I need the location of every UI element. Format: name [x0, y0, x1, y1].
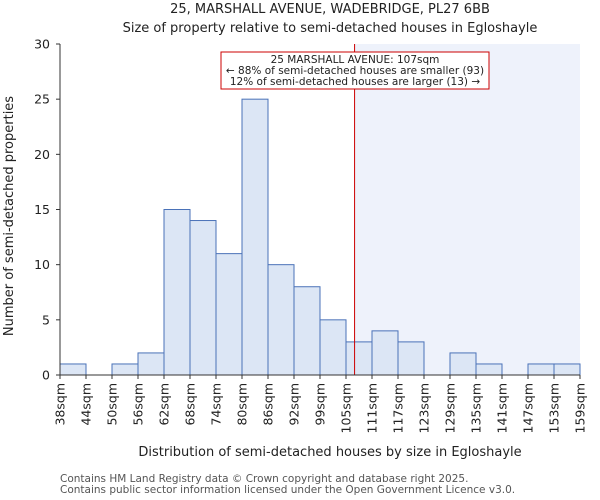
bar-105sqm: [345, 341, 373, 376]
bar-135sqm: [475, 363, 503, 376]
x-tick-label: 147sqm: [521, 383, 536, 433]
x-tick-label: 50sqm: [105, 383, 120, 426]
bar-68sqm: [189, 220, 217, 376]
footer-line-1: Contains HM Land Registry data © Crown c…: [60, 473, 469, 485]
x-tick-label: 129sqm: [443, 383, 458, 433]
bar-80sqm: [241, 98, 269, 376]
y-axis-label: Number of semi-detached properties: [2, 96, 17, 336]
x-tick-label: 44sqm: [79, 383, 94, 426]
x-tick-label: 159sqm: [573, 383, 588, 433]
x-axis-label: Distribution of semi-detached houses by …: [138, 445, 521, 460]
bar-99sqm: [319, 319, 347, 376]
annotation-line-1: 25 MARSHALL AVENUE: 107sqm: [271, 54, 440, 66]
larger-region-highlight: [354, 44, 580, 375]
annotation-frame: [220, 51, 490, 90]
bar-74sqm: [215, 253, 243, 376]
x-ticks: 38sqm 44sqm 50sqm 56sqm 62sqm 68sqm 74sqm 80sqm…: [53, 375, 588, 433]
y-tick-label: 15: [34, 202, 50, 217]
bar-56sqm: [137, 352, 165, 376]
chart-title: 25, MARSHALL AVENUE, WADEBRIDGE, PL27 6B…: [170, 2, 490, 17]
y-ticks: 0 5 10 15 20 25 30: [34, 37, 60, 383]
bar-153sqm: [553, 363, 581, 376]
bar-86sqm: [267, 264, 295, 376]
x-tick-label: 117sqm: [391, 383, 406, 433]
bar-111sqm: [371, 330, 399, 376]
annotation-line-3: 12% of semi-detached houses are larger (…: [230, 76, 481, 88]
x-tick-label: 74sqm: [209, 383, 224, 426]
bar-38sqm: [59, 363, 87, 376]
y-tick-label: 0: [42, 368, 50, 383]
y-tick-label: 20: [34, 147, 50, 162]
bar-92sqm: [293, 286, 321, 376]
bar-62sqm: [163, 209, 191, 376]
y-tick-label: 10: [34, 257, 50, 272]
annotation-box: 25 MARSHALL AVENUE: 107sqm ← 88% of semi…: [220, 51, 490, 90]
x-tick-label: 56sqm: [131, 383, 146, 426]
bar-50sqm: [111, 363, 139, 376]
y-tick-label: 30: [34, 37, 50, 52]
x-tick-label: 62sqm: [157, 383, 172, 426]
annotation-line-2: ← 88% of semi-detached houses are smalle…: [226, 65, 484, 77]
footer-line-2: Contains public sector information licen…: [60, 484, 516, 496]
bar-117sqm: [397, 341, 425, 376]
x-tick-label: 135sqm: [469, 383, 484, 433]
x-tick-label: 68sqm: [183, 383, 198, 426]
bars: [59, 98, 581, 376]
bar-147sqm: [527, 363, 555, 376]
x-tick-label: 86sqm: [261, 383, 276, 426]
chart-subtitle: Size of property relative to semi-detach…: [123, 21, 538, 36]
x-tick-label: 141sqm: [495, 383, 510, 433]
x-tick-label: 38sqm: [53, 383, 68, 426]
x-tick-label: 111sqm: [365, 383, 380, 433]
bar-129sqm: [449, 352, 477, 376]
x-tick-label: 153sqm: [547, 383, 562, 433]
y-tick-label: 25: [34, 92, 50, 107]
x-tick-label: 105sqm: [339, 383, 354, 433]
y-tick-label: 5: [42, 312, 50, 327]
x-tick-label: 80sqm: [235, 383, 250, 426]
x-tick-label: 99sqm: [313, 383, 328, 426]
x-tick-label: 92sqm: [287, 383, 302, 426]
x-tick-label: 123sqm: [417, 383, 432, 433]
